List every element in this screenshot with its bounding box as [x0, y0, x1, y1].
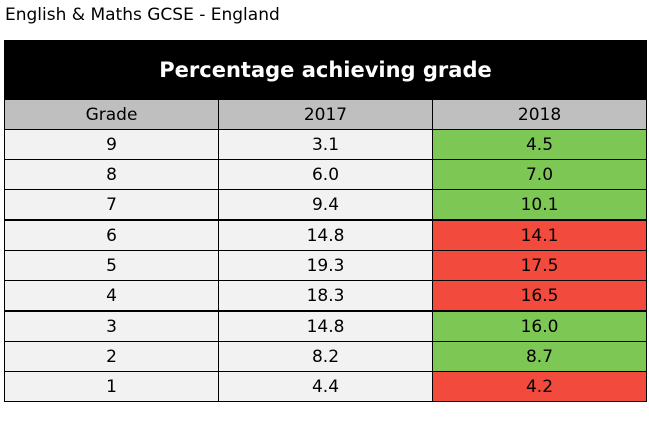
table-row: 8 6.0 7.0	[4, 159, 648, 190]
value-2018-cell: 4.2	[431, 371, 648, 402]
value-2018-cell: 8.7	[431, 341, 648, 372]
table-title-row: Percentage achieving grade	[3, 40, 648, 100]
value-2018-cell: 16.0	[431, 310, 648, 342]
grade-cell: 4	[4, 280, 219, 312]
value-2017-cell: 3.1	[218, 129, 433, 160]
table-row: 6 14.8 14.1	[4, 219, 648, 251]
value-2018-cell: 14.1	[431, 219, 648, 251]
column-header-2018: 2018	[431, 99, 648, 130]
table-row: 9 3.1 4.5	[4, 129, 648, 160]
table-body: 9 3.1 4.5 8 6.0 7.0 7 9.4 10.1 6 14.8 14.1 5 19.3 17.5…	[4, 129, 648, 402]
grade-cell: 6	[4, 219, 219, 251]
value-2018-cell: 10.1	[431, 189, 648, 221]
value-2017-cell: 6.0	[218, 159, 433, 190]
column-header-row: Grade 2017 2018	[4, 99, 648, 130]
table-row: 4 18.3 16.5	[4, 280, 648, 312]
value-2018-cell: 16.5	[431, 280, 648, 312]
value-2017-cell: 9.4	[218, 189, 433, 221]
grade-table: Percentage achieving grade Grade 2017 20…	[3, 40, 648, 402]
table-row: 3 14.8 16.0	[4, 310, 648, 342]
value-2017-cell: 18.3	[218, 280, 433, 312]
table-row: 7 9.4 10.1	[4, 189, 648, 221]
value-2017-cell: 19.3	[218, 250, 433, 281]
value-2017-cell: 14.8	[218, 310, 433, 342]
grade-cell: 3	[4, 310, 219, 342]
table-row: 2 8.2 8.7	[4, 341, 648, 372]
table-row: 5 19.3 17.5	[4, 250, 648, 281]
grade-cell: 8	[4, 159, 219, 190]
value-2018-cell: 7.0	[431, 159, 648, 190]
column-header-grade: Grade	[4, 99, 219, 130]
grade-cell: 2	[4, 341, 219, 372]
grade-cell: 7	[4, 189, 219, 221]
value-2017-cell: 4.4	[218, 371, 433, 402]
grade-cell: 5	[4, 250, 219, 281]
column-header-2017: 2017	[218, 99, 433, 130]
table-title: Percentage achieving grade	[3, 40, 648, 100]
page-title: English & Maths GCSE - England	[5, 5, 280, 25]
value-2018-cell: 17.5	[431, 250, 648, 281]
grade-cell: 9	[4, 129, 219, 160]
value-2017-cell: 14.8	[218, 219, 433, 251]
grade-cell: 1	[4, 371, 219, 402]
value-2017-cell: 8.2	[218, 341, 433, 372]
table-row: 1 4.4 4.2	[4, 371, 648, 402]
value-2018-cell: 4.5	[431, 129, 648, 160]
